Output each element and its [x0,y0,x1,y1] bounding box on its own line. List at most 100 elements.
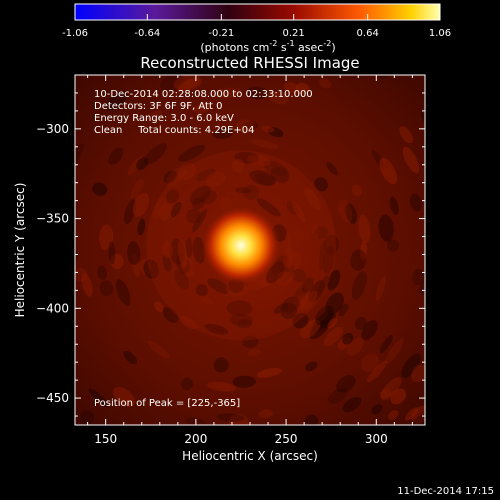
texture-blob [178,144,206,162]
colorbar-tick-label: 0.64 [357,28,379,39]
texture-blob [313,226,328,239]
texture-blob [457,105,481,134]
texture-blob [379,388,392,401]
texture-blob [294,228,305,242]
texture-blob [105,91,128,111]
y-axis-label: Heliocentric Y (arcsec) [13,183,27,318]
texture-blob [108,241,116,265]
texture-blob [195,284,208,297]
texture-blob [292,201,306,223]
texture-blob [214,87,242,99]
texture-blob [79,410,95,425]
texture-blob [159,31,178,46]
texture-blob [304,187,321,210]
texture-blob [174,269,189,290]
texture-blob [219,196,233,210]
texture-blob [88,388,109,408]
colorbar [74,3,441,21]
texture-blob [159,203,173,221]
texture-blob [162,254,172,272]
texture-blob [350,249,367,271]
info-line: Clean Total counts: 4.29E+04 [94,125,254,136]
texture-blob [301,277,314,293]
texture-blob [180,256,195,278]
colorbar-unit-label: (photons cm-2 s-1 asec-2) [200,39,335,54]
texture-blob [177,78,203,92]
texture-blob [234,187,252,194]
texture-blob [308,279,325,303]
texture-blob [166,167,186,187]
texture-blob [231,158,245,173]
texture-blob [266,261,286,284]
texture-blob [124,199,136,225]
texture-blob [328,388,348,404]
texture-blob [342,396,362,413]
chart-title: Reconstructed RHESSI Image [140,54,359,72]
texture-blob [345,203,357,224]
texture-blob [284,232,292,255]
texture-blob [143,259,159,279]
texture-blob [216,413,245,422]
texture-blob [244,121,259,129]
heatmap-peak [200,205,281,286]
texture-blob [361,353,379,373]
texture-blob [379,335,393,353]
texture-blob [305,361,318,372]
texture-blob [311,310,333,333]
texture-blob [212,127,234,139]
texture-blob [405,407,419,421]
texture-blob [115,279,131,306]
texture-blob [426,379,443,398]
texture-blob [201,190,217,205]
texture-blob [448,217,456,242]
texture-blob [177,162,197,181]
texture-blob [286,251,302,272]
texture-blob [360,240,368,261]
texture-blob [267,127,284,138]
texture-blob [338,199,353,223]
texture-blob [162,307,179,324]
colorbar-tick-label: 1.06 [429,28,451,39]
texture-blob [467,186,480,214]
colorbar-ticks: -1.06 -0.64 -0.21 0.21 0.64 1.06 [62,14,451,39]
texture-blob [255,173,275,186]
texture-blob [258,409,273,419]
texture-blob [226,300,253,317]
texture-blob [399,126,413,144]
texture-blob [284,265,295,281]
texture-blob [337,336,351,350]
texture-blob [380,377,402,399]
texture-blob [54,341,70,360]
texture-blob [204,323,229,335]
texture-blob [75,143,84,169]
texture-blob [179,315,198,330]
texture-blob [63,435,88,458]
texture-blob [385,338,404,364]
texture-blob [270,166,290,183]
texture-blob [247,348,262,357]
texture-blob [77,452,102,475]
texture-blob [299,290,318,311]
texture-blob [309,319,330,340]
texture-blob [299,319,321,339]
texture-blob [243,184,260,200]
texture-blob [379,157,398,185]
texture-blob [247,154,271,167]
texture-blob [207,381,236,392]
texture-blob [401,353,421,379]
texture-blob [311,223,320,239]
texture-blob [180,377,194,391]
texture-blob [38,403,64,429]
x-tick-label: 150 [94,432,117,446]
colorbar-tick-label: -1.06 [62,28,88,39]
texture-blob [228,414,249,425]
texture-blob [371,404,383,415]
texture-blob [81,273,93,297]
texture-blob [367,360,388,382]
texture-blob [205,171,226,188]
texture-blob [152,196,167,219]
texture-blob [108,147,124,166]
texture-blob [234,151,260,164]
texture-blob [92,182,108,196]
texture-blob [327,269,341,291]
